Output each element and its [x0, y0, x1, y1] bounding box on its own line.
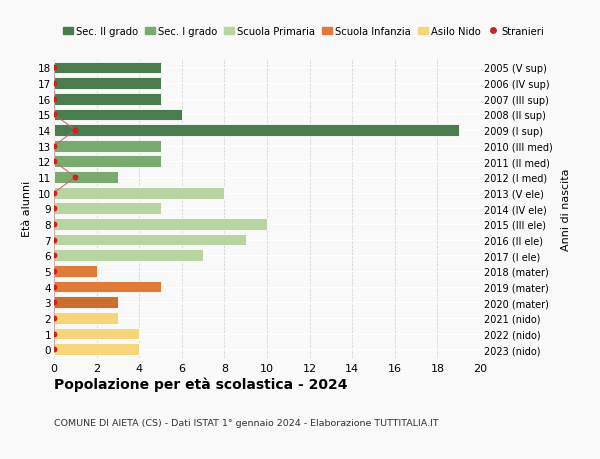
Point — [49, 346, 59, 353]
Point — [71, 127, 80, 134]
Bar — [54, 94, 161, 106]
Point — [49, 268, 59, 275]
Bar — [54, 344, 139, 355]
Bar — [54, 297, 118, 308]
Point — [49, 236, 59, 244]
Point — [49, 252, 59, 259]
Bar — [54, 218, 267, 230]
Point — [71, 174, 80, 181]
Bar — [54, 62, 161, 74]
Point — [49, 283, 59, 291]
Point — [49, 80, 59, 88]
Point — [49, 65, 59, 72]
Point — [49, 205, 59, 213]
Point — [49, 190, 59, 197]
Bar — [54, 328, 139, 340]
Legend: Sec. II grado, Sec. I grado, Scuola Primaria, Scuola Infanzia, Asilo Nido, Stran: Sec. II grado, Sec. I grado, Scuola Prim… — [59, 23, 548, 41]
Bar — [54, 312, 118, 324]
Bar — [54, 78, 161, 90]
Point — [49, 221, 59, 228]
Bar — [54, 125, 459, 137]
Bar — [54, 203, 161, 215]
Bar — [54, 250, 203, 262]
Point — [49, 299, 59, 306]
Bar — [54, 281, 161, 293]
Point — [49, 314, 59, 322]
Text: Popolazione per età scolastica - 2024: Popolazione per età scolastica - 2024 — [54, 376, 347, 391]
Point — [49, 330, 59, 337]
Text: COMUNE DI AIETA (CS) - Dati ISTAT 1° gennaio 2024 - Elaborazione TUTTITALIA.IT: COMUNE DI AIETA (CS) - Dati ISTAT 1° gen… — [54, 418, 439, 427]
Bar — [54, 172, 118, 184]
Bar — [54, 187, 224, 199]
Point — [49, 158, 59, 166]
Y-axis label: Anni di nascita: Anni di nascita — [561, 168, 571, 250]
Bar — [54, 265, 97, 277]
Bar — [54, 156, 161, 168]
Bar — [54, 109, 182, 121]
Bar — [54, 234, 246, 246]
Bar — [54, 140, 161, 152]
Point — [49, 143, 59, 150]
Y-axis label: Età alunni: Età alunni — [22, 181, 32, 237]
Point — [49, 112, 59, 119]
Point — [49, 96, 59, 103]
